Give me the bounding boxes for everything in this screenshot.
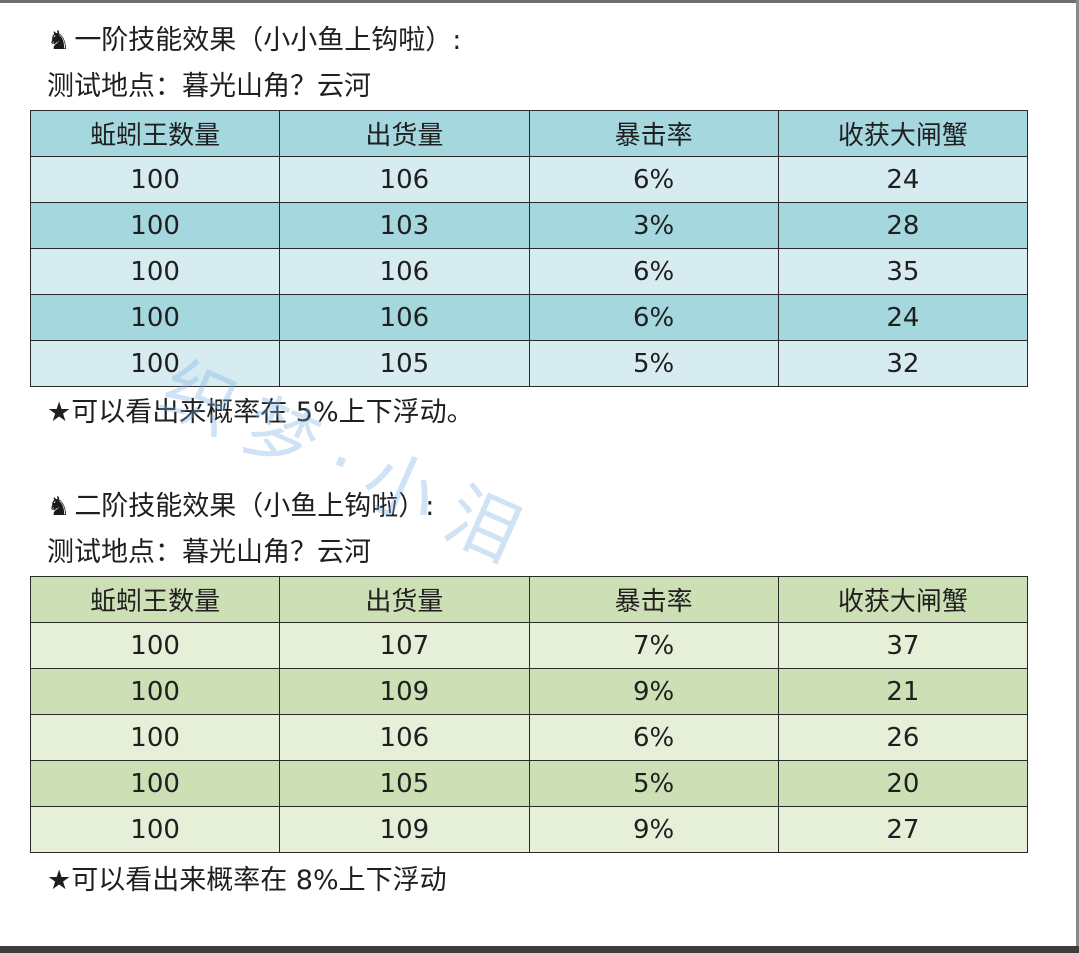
table-cell: 106	[279, 248, 530, 295]
header-cell: 收获大闸蟹	[777, 110, 1029, 157]
table-cell: 105	[279, 760, 530, 807]
table-cell: 32	[777, 340, 1029, 387]
table-cell: 9%	[528, 668, 779, 715]
table-cell: 26	[777, 714, 1029, 761]
table-cell: 27	[777, 806, 1029, 853]
section2-location: 测试地点：暮光山角？云河	[47, 537, 371, 568]
section1-table: 蚯蚓王数量 出货量 暴击率 收获大闸蟹 100 106 6% 24 100 10…	[29, 110, 1029, 387]
table-cell: 21	[777, 668, 1029, 715]
header-cell: 出货量	[279, 110, 530, 157]
table-cell: 105	[279, 340, 530, 387]
table-cell: 100	[29, 622, 281, 669]
table-cell: 100	[29, 668, 281, 715]
table-cell: 100	[29, 294, 281, 341]
section2-note: ★可以看出来概率在 8%上下浮动	[47, 865, 447, 896]
table-cell: 5%	[528, 340, 779, 387]
table-cell: 106	[279, 714, 530, 761]
table-cell: 7%	[528, 622, 779, 669]
section1-note: ★可以看出来概率在 5%上下浮动。	[47, 397, 474, 428]
table-cell: 37	[777, 622, 1029, 669]
top-border	[0, 0, 1079, 3]
table-row: 100 106 6% 26	[29, 714, 1029, 761]
table-row: 100 105 5% 32	[29, 340, 1029, 387]
table-row: 100 109 9% 21	[29, 668, 1029, 715]
table-row: 100 106 6% 24	[29, 156, 1029, 203]
section1-location: 测试地点：暮光山角？云河	[47, 71, 371, 102]
table-cell: 6%	[528, 248, 779, 295]
table-row: 100 109 9% 27	[29, 806, 1029, 853]
table-row: 100 106 6% 24	[29, 294, 1029, 341]
table-cell: 24	[777, 156, 1029, 203]
table-cell: 28	[777, 202, 1029, 249]
section2-title: ♞ 二阶技能效果（小鱼上钩啦）:	[47, 490, 434, 524]
chess-knight-icon: ♞	[47, 26, 71, 56]
right-border	[1076, 0, 1079, 953]
header-cell: 蚯蚓王数量	[29, 576, 281, 623]
table-row: 100 106 6% 35	[29, 248, 1029, 295]
table-row: 100 103 3% 28	[29, 202, 1029, 249]
table-cell: 109	[279, 668, 530, 715]
chess-knight-icon: ♞	[47, 492, 71, 522]
table-cell: 100	[29, 714, 281, 761]
header-cell: 暴击率	[528, 576, 779, 623]
table-row: 100 107 7% 37	[29, 622, 1029, 669]
table-cell: 100	[29, 340, 281, 387]
table-cell: 100	[29, 156, 281, 203]
section2-table: 蚯蚓王数量 出货量 暴击率 收获大闸蟹 100 107 7% 37 100 10…	[29, 576, 1029, 853]
table-cell: 109	[279, 806, 530, 853]
header-cell: 出货量	[279, 576, 530, 623]
header-cell: 暴击率	[528, 110, 779, 157]
table-cell: 20	[777, 760, 1029, 807]
table-header-row: 蚯蚓王数量 出货量 暴击率 收获大闸蟹	[29, 576, 1029, 623]
table-cell: 103	[279, 202, 530, 249]
table-cell: 5%	[528, 760, 779, 807]
table-cell: 107	[279, 622, 530, 669]
table-cell: 9%	[528, 806, 779, 853]
table-cell: 35	[777, 248, 1029, 295]
table-header-row: 蚯蚓王数量 出货量 暴击率 收获大闸蟹	[29, 110, 1029, 157]
section1-title-text: 一阶技能效果（小小鱼上钩啦）:	[74, 25, 462, 56]
table-cell: 100	[29, 202, 281, 249]
header-cell: 蚯蚓王数量	[29, 110, 281, 157]
table-cell: 106	[279, 156, 530, 203]
table-cell: 6%	[528, 156, 779, 203]
section2-title-text: 二阶技能效果（小鱼上钩啦）:	[74, 491, 435, 522]
table-cell: 100	[29, 248, 281, 295]
header-cell: 收获大闸蟹	[777, 576, 1029, 623]
table-row: 100 105 5% 20	[29, 760, 1029, 807]
table-cell: 106	[279, 294, 530, 341]
table-cell: 3%	[528, 202, 779, 249]
table-cell: 6%	[528, 294, 779, 341]
table-cell: 100	[29, 806, 281, 853]
table-cell: 24	[777, 294, 1029, 341]
table-cell: 100	[29, 760, 281, 807]
table-cell: 6%	[528, 714, 779, 761]
bottom-border	[0, 946, 1079, 953]
section1-title: ♞ 一阶技能效果（小小鱼上钩啦）:	[47, 24, 461, 58]
